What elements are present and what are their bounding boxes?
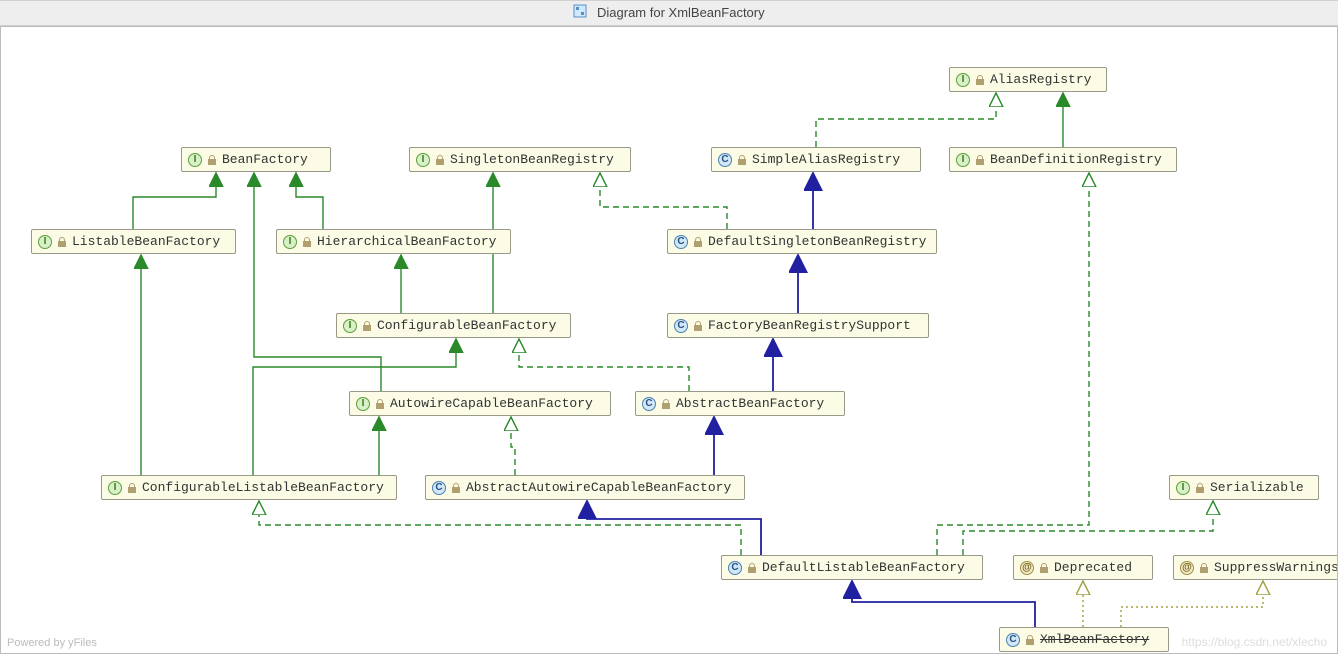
- node-label: AliasRegistry: [990, 72, 1091, 87]
- edge-DefaultListableBeanFactory-ConfigurableListableBeanFactory: [259, 501, 741, 555]
- lock-icon: [302, 237, 312, 247]
- diagram-canvas[interactable]: I AliasRegistry I BeanFactory I SingletonBean…: [0, 26, 1338, 654]
- lock-icon: [127, 483, 137, 493]
- lock-icon: [1025, 635, 1035, 645]
- type-badge: C: [642, 397, 656, 411]
- node-SuppressWarnings[interactable]: @ SuppressWarnings: [1173, 555, 1338, 580]
- lock-icon: [661, 399, 671, 409]
- type-badge: I: [188, 153, 202, 167]
- node-Deprecated[interactable]: @ Deprecated: [1013, 555, 1153, 580]
- node-AbstractAutowireCapableBeanFactory[interactable]: C AbstractAutowireCapableBeanFactory: [425, 475, 745, 500]
- watermark: https://blog.csdn.net/xlecho: [1182, 635, 1327, 649]
- lock-icon: [693, 321, 703, 331]
- edge-ListableBeanFactory-BeanFactory: [133, 173, 216, 229]
- node-label: SingletonBeanRegistry: [450, 152, 614, 167]
- lock-icon: [451, 483, 461, 493]
- type-badge: I: [108, 481, 122, 495]
- node-ConfigurableListableBeanFactory[interactable]: I ConfigurableListableBeanFactory: [101, 475, 397, 500]
- lock-icon: [57, 237, 67, 247]
- node-ConfigurableBeanFactory[interactable]: I ConfigurableBeanFactory: [336, 313, 571, 338]
- diagram-icon: [573, 2, 587, 26]
- node-XmlBeanFactory[interactable]: C XmlBeanFactory: [999, 627, 1169, 652]
- node-label: AbstractAutowireCapableBeanFactory: [466, 480, 731, 495]
- node-DefaultSingletonBeanRegistry[interactable]: C DefaultSingletonBeanRegistry: [667, 229, 937, 254]
- type-badge: @: [1180, 561, 1194, 575]
- type-badge: I: [38, 235, 52, 249]
- type-badge: C: [674, 235, 688, 249]
- type-badge: C: [718, 153, 732, 167]
- node-BeanFactory[interactable]: I BeanFactory: [181, 147, 331, 172]
- lock-icon: [975, 75, 985, 85]
- node-AutowireCapableBeanFactory[interactable]: I AutowireCapableBeanFactory: [349, 391, 611, 416]
- type-badge: C: [728, 561, 742, 575]
- edge-XmlBeanFactory-DefaultListableBeanFactory: [852, 581, 1035, 627]
- window-title: Diagram for XmlBeanFactory: [597, 5, 765, 20]
- node-label: FactoryBeanRegistrySupport: [708, 318, 911, 333]
- type-badge: I: [283, 235, 297, 249]
- edge-DefaultListableBeanFactory-Serializable: [963, 501, 1213, 555]
- node-DefaultListableBeanFactory[interactable]: C DefaultListableBeanFactory: [721, 555, 983, 580]
- node-label: ConfigurableListableBeanFactory: [142, 480, 384, 495]
- type-badge: C: [674, 319, 688, 333]
- lock-icon: [207, 155, 217, 165]
- node-Serializable[interactable]: I Serializable: [1169, 475, 1319, 500]
- node-label: AbstractBeanFactory: [676, 396, 824, 411]
- node-label: Deprecated: [1054, 560, 1132, 575]
- edge-SimpleAliasRegistry-AliasRegistry: [816, 93, 996, 147]
- node-SimpleAliasRegistry[interactable]: C SimpleAliasRegistry: [711, 147, 921, 172]
- node-label: DefaultSingletonBeanRegistry: [708, 234, 926, 249]
- lock-icon: [375, 399, 385, 409]
- edge-DefaultListableBeanFactory-BeanDefinitionRegistry: [937, 173, 1089, 555]
- node-ListableBeanFactory[interactable]: I ListableBeanFactory: [31, 229, 236, 254]
- type-badge: I: [416, 153, 430, 167]
- node-FactoryBeanRegistrySupport[interactable]: C FactoryBeanRegistrySupport: [667, 313, 929, 338]
- lock-icon: [737, 155, 747, 165]
- type-badge: C: [1006, 633, 1020, 647]
- lock-icon: [747, 563, 757, 573]
- type-badge: I: [1176, 481, 1190, 495]
- edge-DefaultListableBeanFactory-AbstractAutowireCapableBeanFactory: [587, 501, 761, 555]
- node-label: AutowireCapableBeanFactory: [390, 396, 593, 411]
- type-badge: I: [956, 153, 970, 167]
- lock-icon: [1199, 563, 1209, 573]
- node-SingletonBeanRegistry[interactable]: I SingletonBeanRegistry: [409, 147, 631, 172]
- node-label: BeanFactory: [222, 152, 308, 167]
- edge-AutowireCapableBeanFactory-BeanFactory: [254, 173, 381, 391]
- edge-AbstractBeanFactory-ConfigurableBeanFactory: [519, 339, 689, 391]
- footer-credit: Powered by yFiles: [7, 637, 97, 649]
- lock-icon: [362, 321, 372, 331]
- node-AbstractBeanFactory[interactable]: C AbstractBeanFactory: [635, 391, 845, 416]
- node-label: ConfigurableBeanFactory: [377, 318, 556, 333]
- node-label: SimpleAliasRegistry: [752, 152, 900, 167]
- edge-XmlBeanFactory-SuppressWarnings: [1121, 581, 1263, 627]
- type-badge: I: [956, 73, 970, 87]
- lock-icon: [1195, 483, 1205, 493]
- node-HierarchicalBeanFactory[interactable]: I HierarchicalBeanFactory: [276, 229, 511, 254]
- node-AliasRegistry[interactable]: I AliasRegistry: [949, 67, 1107, 92]
- lock-icon: [693, 237, 703, 247]
- edge-HierarchicalBeanFactory-BeanFactory: [296, 173, 323, 229]
- type-badge: I: [356, 397, 370, 411]
- type-badge: C: [432, 481, 446, 495]
- node-label: DefaultListableBeanFactory: [762, 560, 965, 575]
- node-label: BeanDefinitionRegistry: [990, 152, 1162, 167]
- node-BeanDefinitionRegistry[interactable]: I BeanDefinitionRegistry: [949, 147, 1177, 172]
- node-label: SuppressWarnings: [1214, 560, 1338, 575]
- type-badge: @: [1020, 561, 1034, 575]
- window-titlebar: Diagram for XmlBeanFactory: [0, 0, 1338, 26]
- type-badge: I: [343, 319, 357, 333]
- node-label: XmlBeanFactory: [1040, 632, 1149, 647]
- edge-AbstractAutowireCapableBeanFactory-AutowireCapableBeanFactory: [511, 417, 515, 475]
- lock-icon: [1039, 563, 1049, 573]
- lock-icon: [435, 155, 445, 165]
- lock-icon: [975, 155, 985, 165]
- edge-DefaultSingletonBeanRegistry-SingletonBeanRegistry: [600, 173, 727, 229]
- node-label: HierarchicalBeanFactory: [317, 234, 496, 249]
- node-label: ListableBeanFactory: [72, 234, 220, 249]
- node-label: Serializable: [1210, 480, 1304, 495]
